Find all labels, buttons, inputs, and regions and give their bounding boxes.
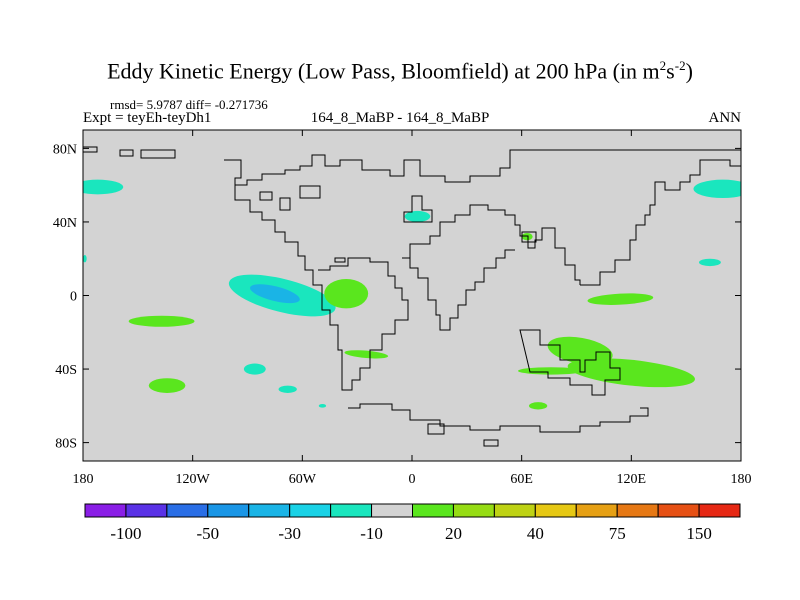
x-tick-label: 120E bbox=[617, 472, 647, 487]
region-north-pacific-west bbox=[83, 179, 124, 195]
region-tiny-west-edge bbox=[83, 255, 87, 263]
coastlines bbox=[83, 146, 741, 447]
region-indian-ocean-pos bbox=[587, 293, 654, 305]
colorbar-label: -30 bbox=[278, 524, 301, 543]
colorbar-label: -10 bbox=[360, 524, 383, 543]
anomaly-regions bbox=[83, 179, 741, 410]
colorbar-swatch bbox=[330, 503, 373, 518]
colorbar-swatch bbox=[289, 503, 332, 518]
season-label: ANN bbox=[708, 110, 742, 126]
colorbar-swatch bbox=[166, 503, 209, 518]
colorbar-label: 75 bbox=[609, 524, 626, 543]
y-tick-label: 40N bbox=[53, 216, 77, 231]
y-axis: 80N 40N 0 40S 80S bbox=[53, 142, 741, 452]
region-north-pacific-east bbox=[698, 258, 721, 267]
x-tick-label: 60W bbox=[289, 472, 317, 487]
region-south-pacific-pos bbox=[148, 378, 186, 393]
experiment-label: Expt = teyEh-teyDh1 bbox=[83, 110, 212, 126]
colorbar-swatch bbox=[534, 503, 577, 518]
colorbar-swatch bbox=[657, 503, 700, 518]
chart-title: Eddy Kinetic Energy (Low Pass, Bloomfiel… bbox=[107, 58, 693, 84]
colorbar-swatch bbox=[125, 503, 168, 518]
region-europe-negative bbox=[404, 210, 431, 222]
x-tick-label: 180 bbox=[73, 472, 94, 487]
region-central-pacific-core bbox=[250, 284, 300, 304]
colorbar-label: -50 bbox=[196, 524, 219, 543]
case-label: 164_8_MaBP - 164_8_MaBP bbox=[310, 110, 490, 126]
region-tiny-ne-pacific bbox=[318, 403, 327, 408]
region-pacific-positive-strip bbox=[324, 278, 369, 309]
x-axis: 180 120W 60W 0 60E 120E 180 bbox=[73, 130, 752, 487]
colorbar-swatch bbox=[452, 503, 495, 518]
stats-text: rmsd= 5.9787 diff= -0.271736 bbox=[110, 97, 268, 112]
colorbar-label: 150 bbox=[686, 524, 712, 543]
x-tick-label: 120W bbox=[176, 472, 211, 487]
region-south-atlantic-east-pos bbox=[518, 367, 584, 375]
x-tick-label: 180 bbox=[731, 472, 752, 487]
y-tick-label: 80S bbox=[55, 437, 77, 452]
region-south-atlantic-pos bbox=[344, 350, 389, 359]
colorbar-swatch bbox=[412, 503, 454, 518]
region-south-indian-pos bbox=[567, 358, 695, 388]
region-southern-negative-1 bbox=[243, 363, 266, 375]
colorbar-swatch bbox=[575, 503, 618, 518]
colorbar-label: 20 bbox=[445, 524, 462, 543]
y-tick-label: 0 bbox=[70, 290, 77, 305]
colorbar: -100 -50 -30 -10 20 40 75 150 bbox=[84, 503, 741, 543]
colorbar-swatch bbox=[248, 503, 291, 518]
colorbar-swatch bbox=[493, 503, 536, 518]
region-southern-negative-2 bbox=[278, 385, 297, 393]
x-tick-label: 60E bbox=[510, 472, 533, 487]
y-tick-label: 80N bbox=[53, 142, 77, 157]
region-asia-positive bbox=[521, 232, 533, 241]
colorbar-swatch bbox=[371, 503, 413, 518]
x-tick-label: 0 bbox=[409, 472, 416, 487]
colorbar-swatch bbox=[698, 503, 741, 518]
region-south-pacific-east-pos bbox=[128, 315, 195, 327]
colorbar-swatch bbox=[616, 503, 659, 518]
colorbar-label: -100 bbox=[110, 524, 141, 543]
region-south-atlantic-small bbox=[528, 402, 548, 410]
colorbar-swatch bbox=[84, 503, 127, 518]
colorbar-swatch bbox=[207, 503, 250, 518]
region-north-atlantic-east bbox=[693, 179, 741, 199]
y-tick-label: 40S bbox=[55, 363, 77, 378]
colorbar-label: 40 bbox=[527, 524, 544, 543]
